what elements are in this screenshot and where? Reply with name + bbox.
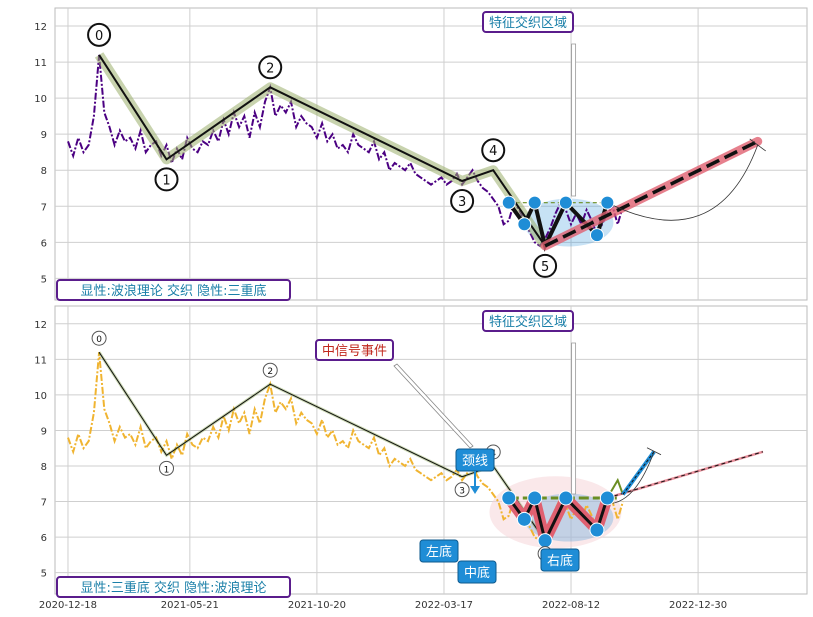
- top-forecast-band: [540, 136, 763, 251]
- bottom-signal-label: 中信号事件: [322, 344, 387, 359]
- bottom-ytick-label: 12: [34, 320, 47, 331]
- bottom-pattern-dot-2: [527, 490, 543, 506]
- top-legend-label: 显性:波浪理论 交织 隐性:三重底: [80, 283, 266, 299]
- top-wave-marker-1: [154, 167, 179, 192]
- bottom-region-label: 特征交织区域: [489, 314, 567, 330]
- top-wave-label: 5: [541, 260, 549, 275]
- bottom-ytick-label: 5: [41, 569, 47, 580]
- bottom-legend-label-box: [56, 576, 291, 598]
- bottom-wave-marker-1: [159, 460, 175, 476]
- top-pattern-dot-6: [600, 195, 615, 210]
- bottom-wave-label: 1: [164, 465, 170, 475]
- bottom-mid-tag-box: [457, 560, 497, 584]
- x-tick-label: 2022-08-12: [542, 600, 600, 611]
- top-wave-label: 1: [162, 173, 170, 188]
- top-wave-marker-5: [533, 253, 558, 278]
- bottom-signal-arrow: [393, 363, 474, 449]
- top-arc-tick: [749, 138, 766, 152]
- bottom-pattern-dot-4: [558, 490, 574, 506]
- bottom-target-arrow-core: [622, 451, 655, 495]
- top-ytick-label: 6: [41, 238, 47, 249]
- bottom-neck-tag: 颈线: [462, 454, 488, 469]
- bottom-pattern-dot-3: [537, 533, 553, 549]
- top-region-label: 特征交织区域: [489, 15, 567, 31]
- bottom-region-arrow: [571, 342, 577, 495]
- bottom-neck-arrow-head: [470, 486, 480, 494]
- top-wave-label: 3: [458, 195, 466, 210]
- x-tick-label: 2021-05-21: [161, 600, 219, 611]
- top-ytick-label: 8: [41, 166, 47, 177]
- top-region-arrow: [571, 43, 577, 197]
- bottom-signal-label-box: [315, 339, 394, 361]
- bottom-ytick-label: 10: [34, 391, 47, 402]
- top-ytick-label: 5: [41, 274, 47, 285]
- bottom-wave-marker-2: [262, 362, 278, 378]
- bottom-left-tag-box: [419, 539, 459, 563]
- top-wave-line: [98, 54, 546, 247]
- top-wave-marker-2: [258, 55, 283, 80]
- top-pattern-dot-2: [527, 195, 542, 210]
- bottom-ytick-label: 11: [34, 355, 47, 366]
- top-wave-marker-0: [87, 22, 112, 47]
- top-region-label-box: [482, 11, 574, 33]
- x-axis: 2020-12-18 2021-05-21 2021-10-20 2022-03-17…: [39, 600, 727, 611]
- top-legend-label-box: [56, 279, 291, 301]
- bottom-pattern-dot-1: [516, 511, 532, 527]
- bottom-pattern-dot-5: [589, 522, 605, 538]
- bottom-price-line: [67, 352, 624, 543]
- bottom-arc-tick: [646, 447, 662, 456]
- top-ytick-label: 10: [34, 94, 47, 105]
- bottom-wave-label: 0: [96, 335, 102, 345]
- x-tick-label: 2022-03-17: [415, 600, 473, 611]
- top-wave-label: 4: [489, 144, 497, 159]
- top-arc: [607, 144, 759, 221]
- bottom-pattern-dot-6: [599, 490, 615, 506]
- x-tick-label: 2022-12-30: [669, 600, 727, 611]
- bottom-panel: 56789101112012345中信号事件特征交织区域颈线左底中底右底显性:三…: [34, 305, 808, 598]
- top-pattern-dot-1: [517, 217, 532, 232]
- top-wave-label: 2: [266, 61, 274, 76]
- bottom-right-tag-box: [540, 548, 580, 572]
- bottom-ytick-label: 6: [41, 533, 47, 544]
- top-ytick-label: 12: [34, 22, 47, 33]
- top-wave-label: 0: [95, 29, 103, 44]
- bottom-wave-label: 2: [267, 367, 273, 377]
- bottom-region-label-box: [482, 310, 574, 332]
- bottom-wave-marker-3: [454, 482, 470, 498]
- bottom-wave-marker-0: [91, 330, 107, 346]
- bottom-legend-label: 显性:三重底 交织 隐性:波浪理论: [80, 580, 266, 596]
- top-pattern-dot-0: [501, 195, 516, 210]
- bottom-ytick-label: 9: [41, 426, 47, 437]
- top-pattern-dot-4: [558, 195, 573, 210]
- bottom-wave-line: [98, 351, 546, 541]
- top-pattern-dot-5: [589, 228, 604, 243]
- bottom-pattern-dot-0: [501, 490, 517, 506]
- top-wave-marker-3: [450, 189, 475, 214]
- top-ytick-label: 11: [34, 58, 47, 69]
- bottom-ytick-label: 7: [41, 498, 47, 509]
- bottom-ytick-label: 8: [41, 462, 47, 473]
- bottom-mid-tag: 中底: [464, 565, 490, 581]
- bottom-right-tag: 右底: [547, 553, 573, 569]
- bottom-forecast-line: [607, 451, 764, 499]
- x-tick-label: 2020-12-18: [39, 600, 97, 611]
- top-ytick-label: 7: [41, 202, 47, 213]
- x-tick-label: 2021-10-20: [288, 600, 346, 611]
- top-ytick-label: 9: [41, 130, 47, 141]
- top-wave-marker-4: [481, 138, 506, 163]
- bottom-left-tag: 左底: [426, 544, 452, 560]
- bottom-wave-label: 3: [459, 487, 465, 497]
